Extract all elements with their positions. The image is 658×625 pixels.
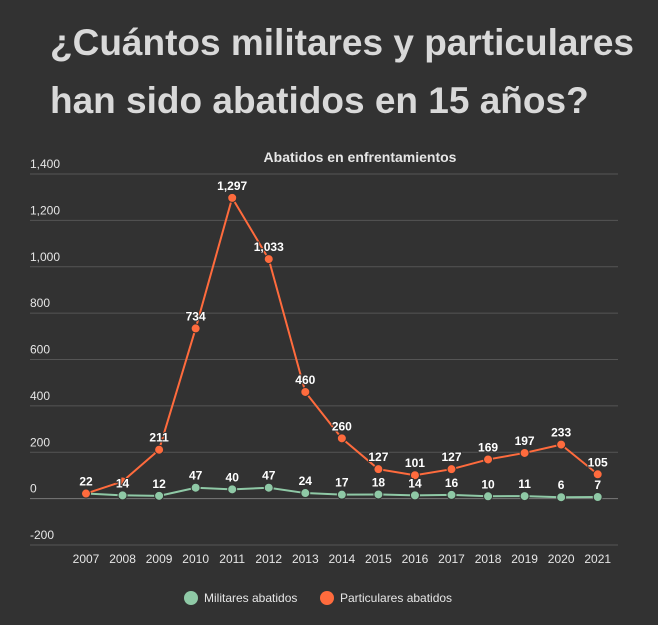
data-point (190, 482, 201, 493)
data-point (336, 433, 347, 444)
data-label: 16 (445, 476, 459, 490)
data-point (300, 386, 311, 397)
y-tick-label: 600 (30, 343, 50, 357)
x-tick-label: 2019 (511, 552, 538, 566)
data-label: 6 (558, 478, 565, 492)
x-tick-label: 2011 (219, 552, 245, 566)
data-label: 47 (189, 469, 203, 483)
y-tick-label: 0 (30, 482, 37, 496)
data-point (519, 491, 530, 502)
y-tick-label: -200 (30, 528, 54, 542)
data-point (154, 490, 165, 501)
data-point (81, 488, 91, 499)
data-label: 211 (149, 431, 169, 445)
page-title-line-2: han sido abatidos en 15 años? (50, 80, 589, 121)
y-tick-label: 400 (30, 389, 50, 403)
data-point (300, 488, 311, 499)
x-tick-label: 2015 (365, 552, 392, 566)
page-title: ¿Cuántos militares y particulares han si… (50, 14, 650, 130)
data-point (483, 491, 494, 502)
data-label: 12 (152, 477, 166, 491)
data-point (446, 489, 457, 500)
data-point (263, 254, 274, 265)
data-label: 260 (332, 419, 352, 433)
y-tick-label: 1,000 (30, 250, 60, 264)
data-point (556, 439, 567, 450)
data-label: 10 (481, 477, 495, 491)
data-label: 11 (518, 477, 531, 491)
data-label: 734 (186, 309, 206, 323)
data-point (190, 323, 201, 334)
legend-label: Militares abatidos (204, 591, 297, 605)
data-point (446, 464, 457, 475)
data-label: 47 (262, 469, 276, 483)
data-label: 24 (299, 474, 313, 488)
data-label: 14 (408, 476, 422, 490)
data-point (519, 447, 530, 458)
x-tick-label: 2020 (548, 552, 575, 566)
data-point (592, 492, 603, 503)
data-point (409, 490, 420, 501)
x-tick-label: 2010 (182, 552, 209, 566)
legend-marker (320, 591, 334, 605)
data-point (227, 192, 238, 203)
data-label: 127 (368, 450, 388, 464)
data-label: 17 (335, 476, 349, 490)
data-point (154, 444, 165, 455)
data-label: 22 (79, 475, 93, 489)
x-tick-label: 2008 (109, 552, 136, 566)
data-label: 1,297 (217, 179, 247, 193)
data-label: 197 (515, 434, 535, 448)
x-tick-label: 2013 (292, 552, 319, 566)
data-point (227, 484, 238, 495)
x-tick-label: 2009 (146, 552, 173, 566)
data-point (556, 492, 567, 503)
data-label: 105 (588, 455, 608, 469)
data-label: 7 (594, 478, 601, 492)
data-point (117, 476, 128, 487)
x-tick-label: 2007 (73, 552, 100, 566)
y-tick-label: 1,400 (30, 157, 60, 171)
y-tick-label: 1,200 (30, 203, 60, 217)
data-label: 40 (226, 470, 240, 484)
data-label: 460 (295, 373, 315, 387)
data-point (409, 470, 420, 481)
x-tick-label: 2017 (438, 552, 465, 566)
x-tick-label: 2012 (255, 552, 282, 566)
data-point (373, 464, 384, 475)
legend-marker (184, 591, 198, 605)
x-tick-label: 2016 (402, 552, 429, 566)
data-point (263, 482, 274, 493)
data-point (373, 489, 384, 500)
data-label: 101 (405, 456, 425, 470)
data-point (592, 469, 603, 480)
chart-title: Abatidos en enfrentamientos (264, 149, 457, 165)
data-label: 14 (116, 476, 130, 490)
x-tick-label: 2021 (584, 552, 611, 566)
y-tick-label: 800 (30, 296, 50, 310)
x-tick-label: 2014 (328, 552, 355, 566)
data-point (483, 454, 494, 465)
data-label: 233 (551, 426, 571, 440)
x-tick-label: 2018 (475, 552, 502, 566)
data-point (117, 490, 128, 501)
legend-label: Particulares abatidos (340, 591, 452, 605)
page-title-line-1: ¿Cuántos militares y particulares (50, 22, 634, 63)
data-label: 1,033 (254, 240, 284, 254)
data-label: 127 (441, 450, 461, 464)
y-tick-label: 200 (30, 435, 50, 449)
data-point (336, 489, 347, 500)
data-label: 169 (478, 440, 498, 454)
data-label: 18 (372, 475, 386, 489)
